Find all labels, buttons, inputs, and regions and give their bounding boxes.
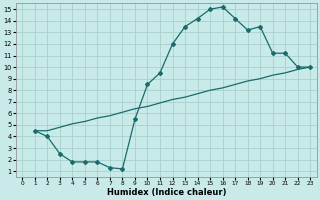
X-axis label: Humidex (Indice chaleur): Humidex (Indice chaleur) — [107, 188, 226, 197]
